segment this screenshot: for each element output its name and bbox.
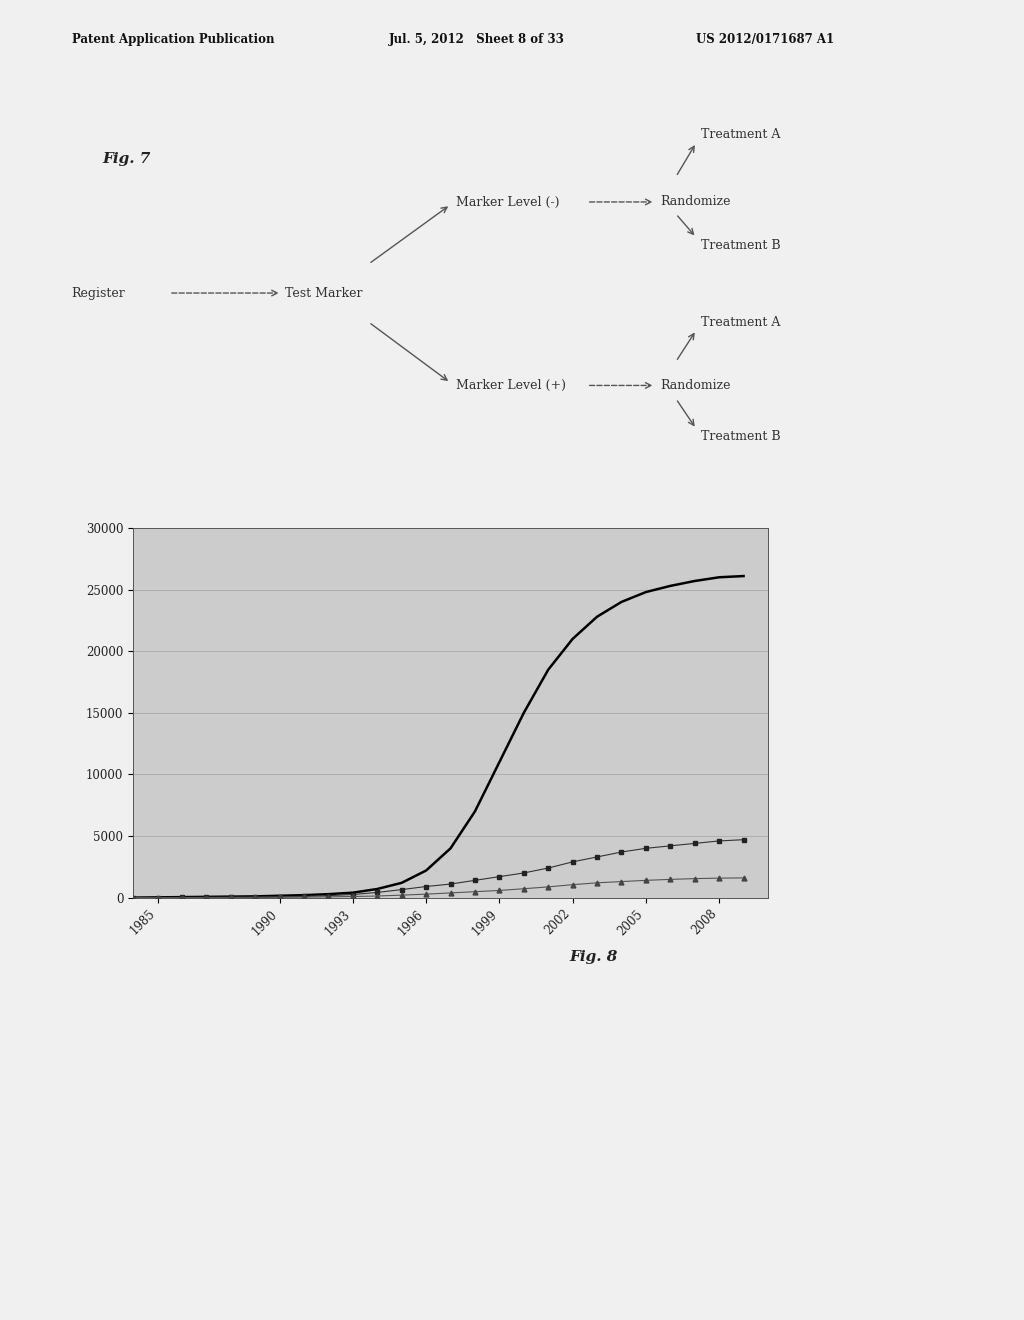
Text: Test Marker: Test Marker	[285, 286, 362, 300]
Text: Jul. 5, 2012   Sheet 8 of 33: Jul. 5, 2012 Sheet 8 of 33	[389, 33, 565, 46]
Text: Randomize: Randomize	[660, 195, 731, 209]
Text: Marker Level (-): Marker Level (-)	[456, 195, 559, 209]
Text: US 2012/0171687 A1: US 2012/0171687 A1	[696, 33, 835, 46]
Text: Register: Register	[72, 286, 125, 300]
Text: Fig. 8: Fig. 8	[569, 950, 618, 964]
Text: Treatment B: Treatment B	[701, 239, 781, 252]
Text: Treatment A: Treatment A	[701, 315, 781, 329]
Text: Treatment B: Treatment B	[701, 430, 781, 444]
Text: Marker Level (+): Marker Level (+)	[456, 379, 565, 392]
Text: Randomize: Randomize	[660, 379, 731, 392]
Text: Patent Application Publication: Patent Application Publication	[72, 33, 274, 46]
Text: Fig. 7: Fig. 7	[102, 152, 151, 166]
Text: Treatment A: Treatment A	[701, 128, 781, 141]
